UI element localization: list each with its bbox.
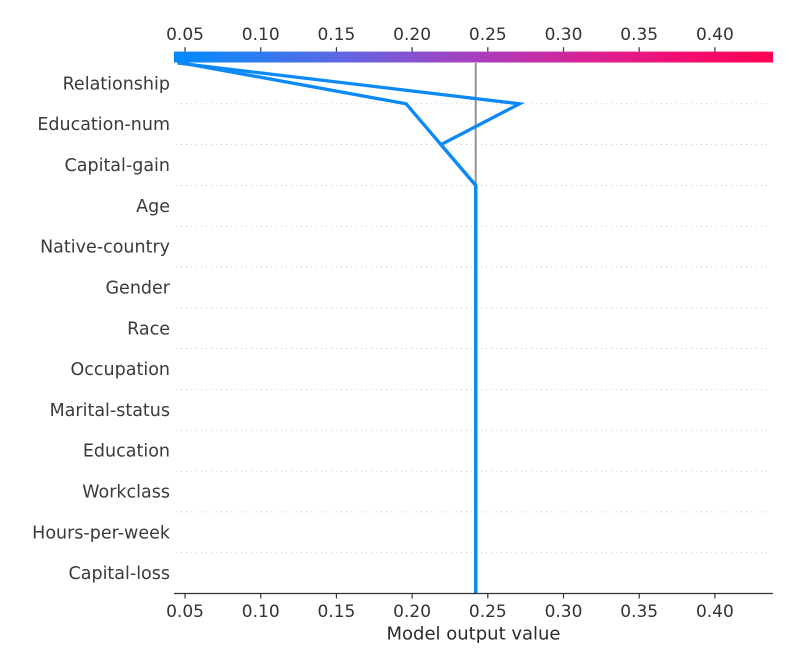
x-axis-tick-label: 0.05	[166, 602, 204, 622]
colorbar: 0.05 0.10 0.15 0.20 0.25 0.30 0.35 0.40	[166, 25, 773, 63]
colorbar-tick-label: 0.15	[317, 25, 355, 45]
decision-paths	[177, 61, 526, 594]
feature-labels: Relationship Education-num Capital-gain Age…	[32, 74, 171, 584]
feature-label: Education-num	[37, 115, 170, 135]
x-axis-tick-label: 0.35	[620, 602, 658, 622]
feature-label: Occupation	[71, 360, 170, 380]
feature-label: Hours-per-week	[32, 523, 171, 543]
feature-label: Capital-gain	[65, 156, 170, 176]
feature-label: Native-country	[40, 238, 170, 258]
colorbar-tick-label: 0.30	[545, 25, 583, 45]
colorbar-tick-label: 0.10	[242, 25, 280, 45]
colorbar-gradient	[174, 51, 773, 63]
decision-path-observation-1	[177, 61, 526, 594]
colorbar-tick-label: 0.40	[696, 25, 734, 45]
feature-label: Education	[83, 442, 170, 462]
colorbar-tick-label: 0.25	[469, 25, 507, 45]
feature-label: Capital-loss	[69, 564, 170, 584]
x-axis-tick-label: 0.30	[545, 602, 583, 622]
colorbar-tick-label: 0.05	[166, 25, 204, 45]
colorbar-tick-label: 0.20	[393, 25, 431, 45]
feature-label: Race	[127, 319, 170, 339]
x-axis-tick-label: 0.10	[242, 602, 280, 622]
x-axis-label: Model output value	[386, 624, 560, 645]
x-axis-tick-label: 0.20	[393, 602, 431, 622]
decision-path-observation-2	[181, 61, 478, 594]
x-axis-tick-label: 0.40	[696, 602, 734, 622]
feature-label: Marital-status	[50, 401, 170, 421]
feature-label: Relationship	[63, 74, 170, 94]
x-axis-tick-label: 0.15	[317, 602, 355, 622]
feature-label: Workclass	[82, 482, 170, 502]
feature-label: Age	[136, 197, 170, 217]
gridlines	[176, 103, 770, 554]
colorbar-tick-label: 0.35	[620, 25, 658, 45]
feature-label: Gender	[106, 278, 171, 298]
x-axis-tick-label: 0.25	[469, 602, 507, 622]
x-axis: 0.05 0.10 0.15 0.20 0.25 0.30 0.35 0.40 Model ou…	[166, 592, 773, 645]
